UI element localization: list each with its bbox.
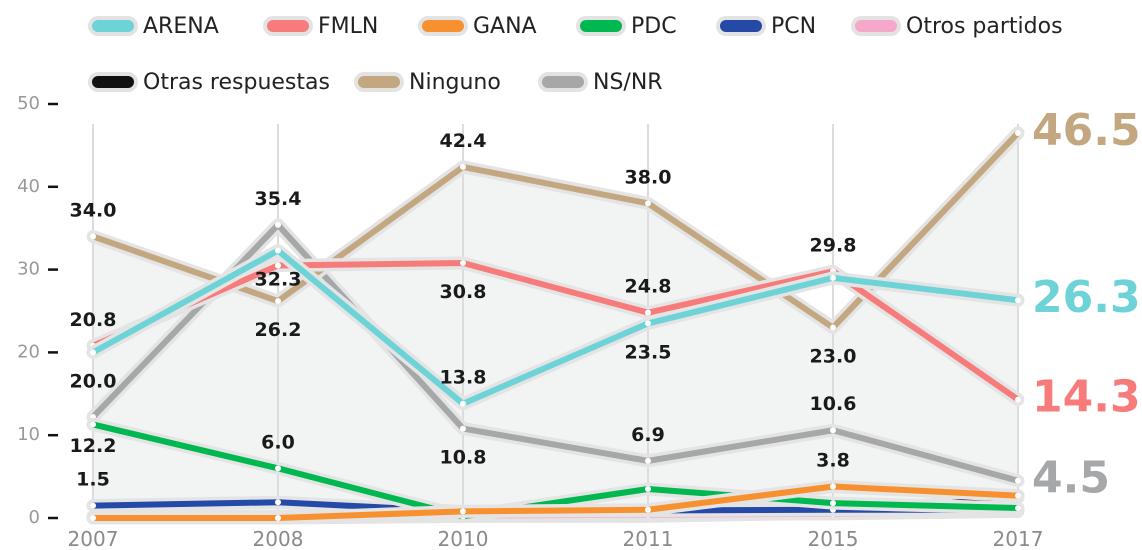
- point: [90, 515, 96, 521]
- legend-swatch: [354, 72, 404, 92]
- data-label: 38.0: [625, 166, 672, 188]
- data-label: 13.8: [440, 367, 487, 389]
- data-label: 10.6: [810, 393, 857, 415]
- data-label: 3.8: [816, 450, 850, 472]
- point: [830, 483, 836, 490]
- point: [645, 200, 651, 207]
- legend-swatch: [538, 72, 588, 92]
- point: [275, 298, 281, 305]
- point: [90, 421, 96, 428]
- point: [275, 499, 281, 506]
- legend-label: PDC: [631, 14, 677, 39]
- legend-label: NS/NR: [593, 70, 663, 95]
- legend-label: ARENA: [143, 14, 219, 39]
- point: [90, 502, 96, 509]
- data-label: 1.5: [76, 469, 110, 491]
- data-label: 30.8: [440, 281, 487, 303]
- data-label: 24.8: [625, 276, 672, 298]
- legend-swatch: [263, 16, 313, 36]
- point: [1015, 129, 1021, 136]
- end-label: 4.5: [1032, 453, 1110, 504]
- legend-label: Otras respuestas: [143, 70, 330, 95]
- point: [645, 309, 651, 316]
- point: [275, 465, 281, 472]
- data-label: 26.2: [255, 319, 302, 341]
- legend-label: PCN: [771, 14, 816, 39]
- x-tick-label: 2015: [808, 527, 859, 550]
- point: [830, 324, 836, 331]
- data-label: 23.5: [625, 341, 672, 363]
- point: [1015, 492, 1021, 499]
- legend-swatch: [88, 72, 138, 92]
- point: [1015, 396, 1021, 403]
- y-tick-label: 20: [17, 341, 40, 362]
- data-label: 32.3: [255, 269, 302, 291]
- x-tick-label: 2017: [993, 527, 1044, 550]
- x-tick-label: 2008: [253, 527, 304, 550]
- x-tick-label: 2010: [438, 527, 489, 550]
- legend-label: Ninguno: [409, 70, 501, 95]
- point: [1015, 505, 1021, 512]
- y-tick-label: 0: [29, 507, 40, 528]
- point: [275, 262, 281, 269]
- data-label: 10.8: [440, 447, 487, 469]
- data-label: 20.8: [70, 309, 117, 331]
- point: [90, 349, 96, 356]
- legend-label: FMLN: [318, 14, 378, 39]
- legend-swatch: [418, 16, 468, 36]
- point: [460, 163, 466, 170]
- y-tick-label: 10: [17, 424, 40, 445]
- point: [90, 233, 96, 240]
- lines: [86, 126, 1025, 525]
- point: [460, 400, 466, 407]
- point: [1015, 477, 1021, 484]
- point: [275, 515, 281, 521]
- point: [460, 259, 466, 266]
- data-label: 6.9: [631, 424, 665, 446]
- legend-swatch: [851, 16, 901, 36]
- data-label: 6.0: [261, 431, 295, 453]
- data-label: 42.4: [440, 130, 487, 152]
- point: [830, 427, 836, 434]
- point: [275, 221, 281, 228]
- end-label: 46.5: [1032, 105, 1141, 156]
- point: [460, 425, 466, 432]
- data-label: 23.0: [810, 346, 857, 368]
- legend-label: GANA: [473, 14, 537, 39]
- line: [90, 421, 1021, 520]
- point: [645, 320, 651, 327]
- legend-swatch: [576, 16, 626, 36]
- point: [645, 486, 651, 493]
- x-tick-label: 2011: [623, 527, 674, 550]
- background-area: [93, 132, 1018, 519]
- end-label: 26.3: [1032, 272, 1141, 323]
- x-tick-label: 2007: [68, 527, 119, 550]
- line: [90, 259, 1021, 403]
- data-label: 34.0: [70, 199, 117, 221]
- data-label: 12.2: [70, 435, 117, 457]
- point: [275, 247, 281, 254]
- legend-swatch: [716, 16, 766, 36]
- line: [90, 483, 1021, 521]
- line: [90, 221, 1021, 484]
- data-label: 29.8: [810, 234, 857, 256]
- legend-label: Otros partidos: [906, 14, 1063, 39]
- y-tick-label: 30: [17, 259, 40, 280]
- point: [1015, 297, 1021, 304]
- line: [90, 247, 1021, 407]
- point: [645, 457, 651, 464]
- legend-swatch: [88, 16, 138, 36]
- y-tick-label: 40: [17, 176, 40, 197]
- data-label: 35.4: [255, 188, 302, 210]
- data-label: 20.0: [70, 370, 117, 392]
- end-label: 14.3: [1032, 372, 1141, 423]
- y-tick-label: 50: [17, 93, 40, 114]
- point: [645, 506, 651, 513]
- point: [830, 274, 836, 281]
- point: [830, 500, 836, 507]
- point: [460, 508, 466, 515]
